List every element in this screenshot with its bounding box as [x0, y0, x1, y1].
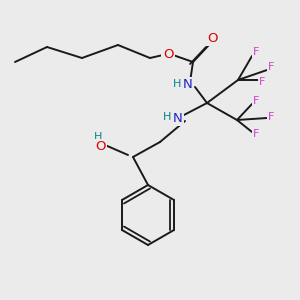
- Text: H: H: [173, 79, 181, 89]
- Text: N: N: [173, 112, 183, 124]
- Text: O: O: [208, 32, 218, 44]
- Text: F: F: [253, 47, 259, 57]
- Text: N: N: [183, 79, 193, 92]
- Text: F: F: [253, 129, 259, 139]
- Text: F: F: [253, 96, 259, 106]
- Text: F: F: [259, 77, 265, 87]
- Text: O: O: [95, 140, 105, 154]
- Text: O: O: [163, 47, 173, 61]
- Text: H: H: [94, 132, 102, 142]
- Text: F: F: [268, 62, 274, 72]
- Text: F: F: [268, 112, 274, 122]
- Text: H: H: [163, 112, 171, 122]
